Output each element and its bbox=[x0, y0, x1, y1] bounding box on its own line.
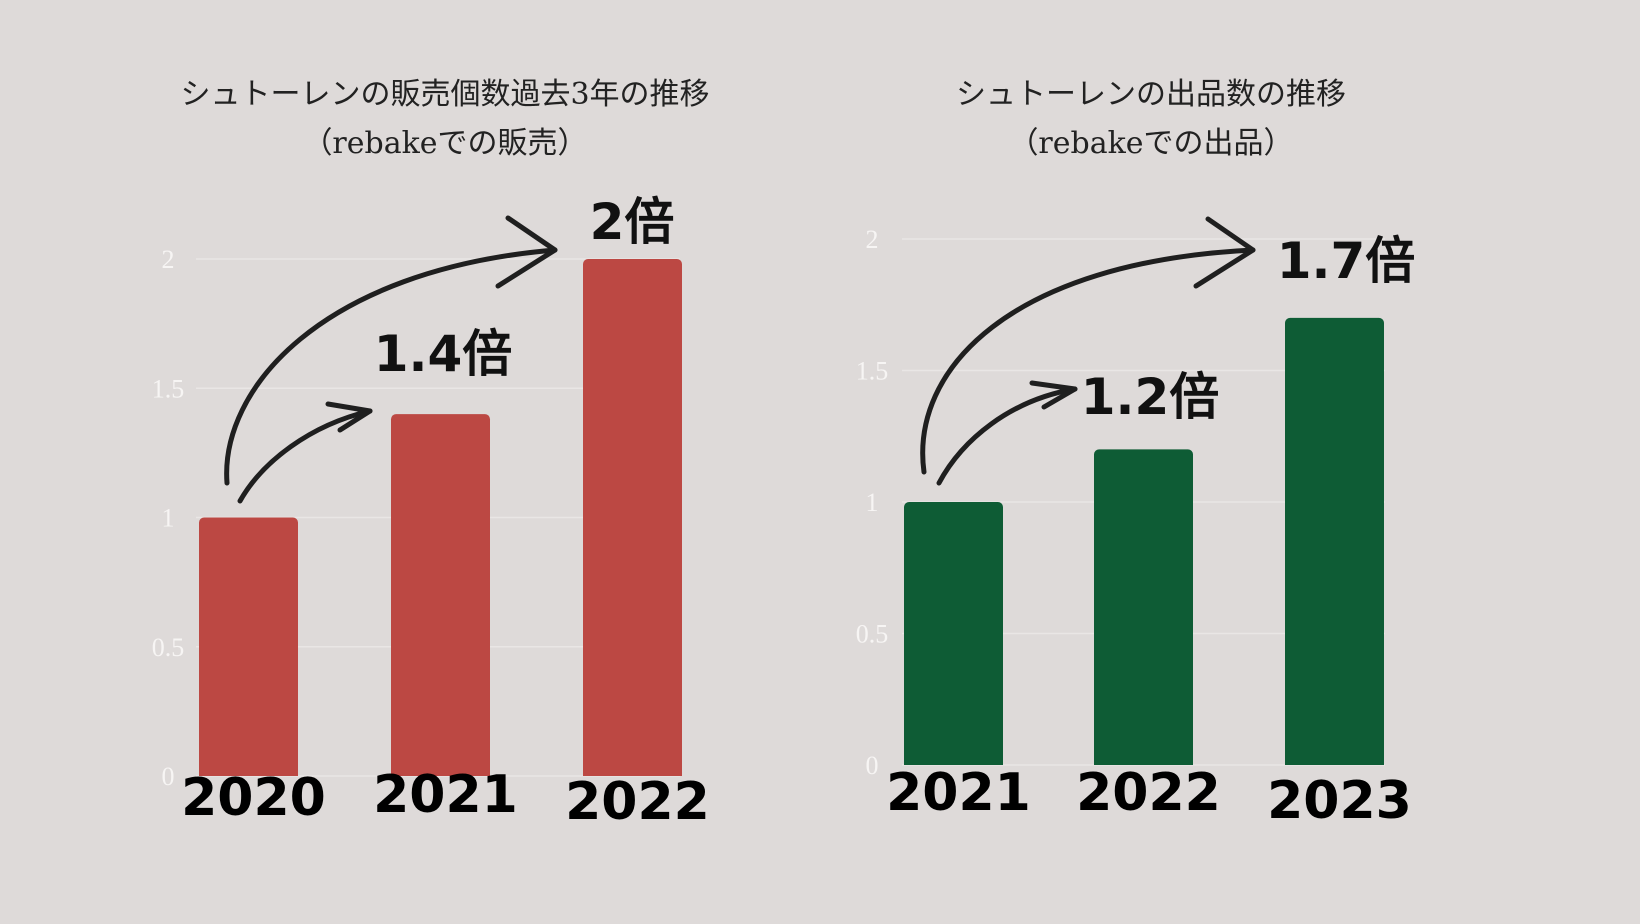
y-tick-label: 1 bbox=[866, 488, 879, 517]
bar-base bbox=[199, 768, 298, 776]
arrowhead-icon bbox=[495, 215, 558, 289]
multiplier-label: 1.4倍 bbox=[374, 325, 513, 383]
bar-2023 bbox=[1285, 317, 1384, 765]
y-tick-label: 1 bbox=[162, 504, 175, 533]
bar-base bbox=[904, 757, 1003, 765]
bar-base bbox=[1094, 757, 1193, 765]
x-category-label: 2020 bbox=[181, 768, 326, 828]
arrowhead-icon bbox=[1193, 216, 1256, 289]
x-axis-categories: 2021 2022 2023 bbox=[886, 763, 1412, 831]
bar-base bbox=[391, 768, 490, 776]
x-category-label: 2023 bbox=[1267, 771, 1412, 831]
y-tick-label: 0.5 bbox=[152, 633, 185, 662]
arrow-icon bbox=[936, 386, 1078, 486]
chart-subtitle: （rebakeでの販売） bbox=[302, 126, 587, 161]
arrowhead-icon bbox=[1029, 380, 1078, 410]
x-axis-categories: 2020 2021 2022 bbox=[181, 765, 710, 832]
bar-2022 bbox=[1094, 449, 1193, 765]
chart-sales: シュトーレンの販売個数過去3年の推移 （rebakeでの販売） 0 0.5 1 1.5… bbox=[152, 77, 710, 832]
y-tick-label: 1.5 bbox=[152, 374, 185, 403]
chart-subtitle: （rebakeでの出品） bbox=[1008, 126, 1293, 161]
x-category-label: 2022 bbox=[565, 772, 710, 832]
bar-2020 bbox=[199, 517, 298, 776]
chart-title: シュトーレンの販売個数過去3年の推移 bbox=[180, 77, 709, 112]
x-category-label: 2022 bbox=[1076, 763, 1221, 823]
multiplier-label: 2倍 bbox=[590, 193, 675, 251]
arrow-icon bbox=[920, 247, 1256, 475]
y-tick-label: 1.5 bbox=[856, 357, 889, 386]
chart-listings: シュトーレンの出品数の推移 （rebakeでの出品） 0 0.5 1 1.5 2 202… bbox=[856, 77, 1416, 831]
bar-2021 bbox=[391, 414, 490, 776]
arrow-icon bbox=[224, 247, 558, 486]
y-tick-label: 2 bbox=[162, 245, 175, 274]
bar-2022 bbox=[583, 259, 682, 776]
x-category-label: 2021 bbox=[373, 765, 518, 825]
x-category-label: 2021 bbox=[886, 763, 1031, 823]
bar-series bbox=[199, 259, 682, 776]
multiplier-label: 1.7倍 bbox=[1277, 232, 1416, 290]
y-tick-label: 2 bbox=[866, 225, 879, 254]
arrowhead-icon bbox=[325, 401, 373, 433]
y-axis-ticks: 0 0.5 1 1.5 2 bbox=[152, 245, 185, 791]
y-tick-label: 0 bbox=[866, 751, 879, 780]
bar-base bbox=[583, 768, 682, 776]
multiplier-label: 1.2倍 bbox=[1081, 368, 1220, 426]
y-axis-ticks: 0 0.5 1 1.5 2 bbox=[856, 225, 889, 780]
bar-series bbox=[904, 317, 1384, 765]
y-tick-label: 0 bbox=[162, 762, 175, 791]
bar-base bbox=[1285, 757, 1384, 765]
bar-2021 bbox=[904, 502, 1003, 765]
chart-title: シュトーレンの出品数の推移 bbox=[956, 77, 1346, 112]
y-tick-label: 0.5 bbox=[856, 620, 889, 649]
arrow-icon bbox=[237, 408, 373, 504]
